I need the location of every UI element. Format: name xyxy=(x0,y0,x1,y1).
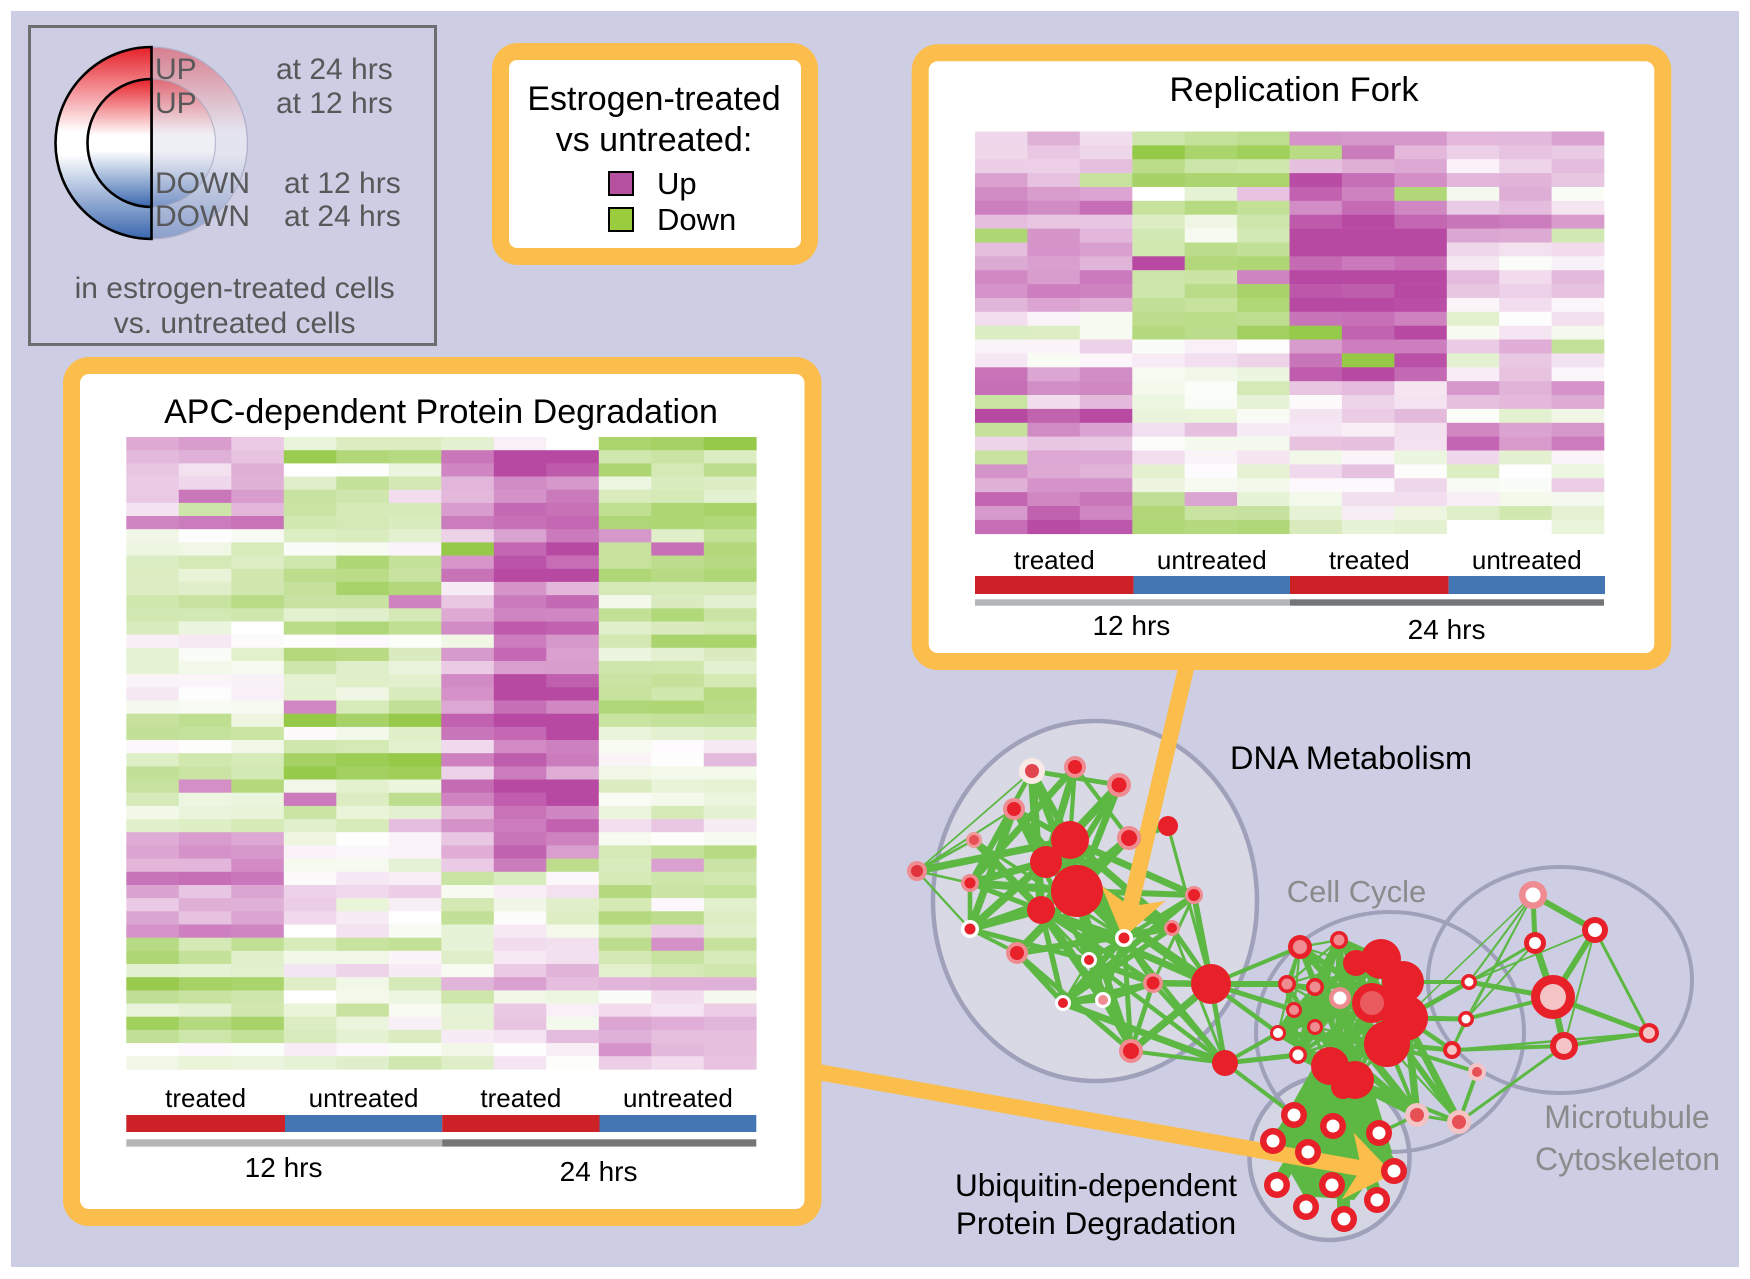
svg-text:vs untreated:: vs untreated: xyxy=(556,121,753,159)
svg-text:at 12 hrs: at 12 hrs xyxy=(284,167,401,200)
svg-text:24 hrs: 24 hrs xyxy=(560,1156,638,1187)
svg-text:12 hrs: 12 hrs xyxy=(245,1152,323,1183)
svg-text:Protein Degradation: Protein Degradation xyxy=(956,1205,1236,1241)
svg-text:DOWN: DOWN xyxy=(155,167,250,200)
svg-text:Cell Cycle: Cell Cycle xyxy=(1287,874,1427,909)
svg-text:DNA Metabolism: DNA Metabolism xyxy=(1230,740,1472,776)
svg-text:in estrogen-treated cells: in estrogen-treated cells xyxy=(75,272,395,305)
svg-text:untreated: untreated xyxy=(1157,545,1267,575)
svg-text:12 hrs: 12 hrs xyxy=(1092,610,1170,641)
svg-text:at 12 hrs: at 12 hrs xyxy=(276,87,393,120)
svg-text:treated: treated xyxy=(1329,545,1410,575)
svg-text:Estrogen-treated: Estrogen-treated xyxy=(527,80,780,118)
svg-text:DOWN: DOWN xyxy=(155,200,250,233)
svg-text:24 hrs: 24 hrs xyxy=(1408,614,1486,645)
svg-text:Cytoskeleton: Cytoskeleton xyxy=(1535,1141,1720,1177)
svg-text:UP: UP xyxy=(155,87,197,120)
svg-text:at 24 hrs: at 24 hrs xyxy=(284,200,401,233)
svg-text:untreated: untreated xyxy=(309,1083,419,1113)
svg-text:vs. untreated cells: vs. untreated cells xyxy=(114,307,356,340)
svg-text:Replication Fork: Replication Fork xyxy=(1169,71,1419,109)
svg-text:APC-dependent Protein Degradat: APC-dependent Protein Degradation xyxy=(164,393,718,431)
svg-text:Up: Up xyxy=(657,166,697,201)
svg-text:untreated: untreated xyxy=(1472,545,1582,575)
svg-text:treated: treated xyxy=(165,1083,246,1113)
svg-text:Microtubule: Microtubule xyxy=(1544,1099,1709,1135)
svg-text:at 24 hrs: at 24 hrs xyxy=(276,53,393,86)
svg-text:UP: UP xyxy=(155,53,197,86)
svg-text:Down: Down xyxy=(657,202,736,237)
svg-text:treated: treated xyxy=(1014,545,1095,575)
svg-text:untreated: untreated xyxy=(623,1083,733,1113)
svg-text:Ubiquitin-dependent: Ubiquitin-dependent xyxy=(955,1167,1237,1203)
svg-text:treated: treated xyxy=(480,1083,561,1113)
